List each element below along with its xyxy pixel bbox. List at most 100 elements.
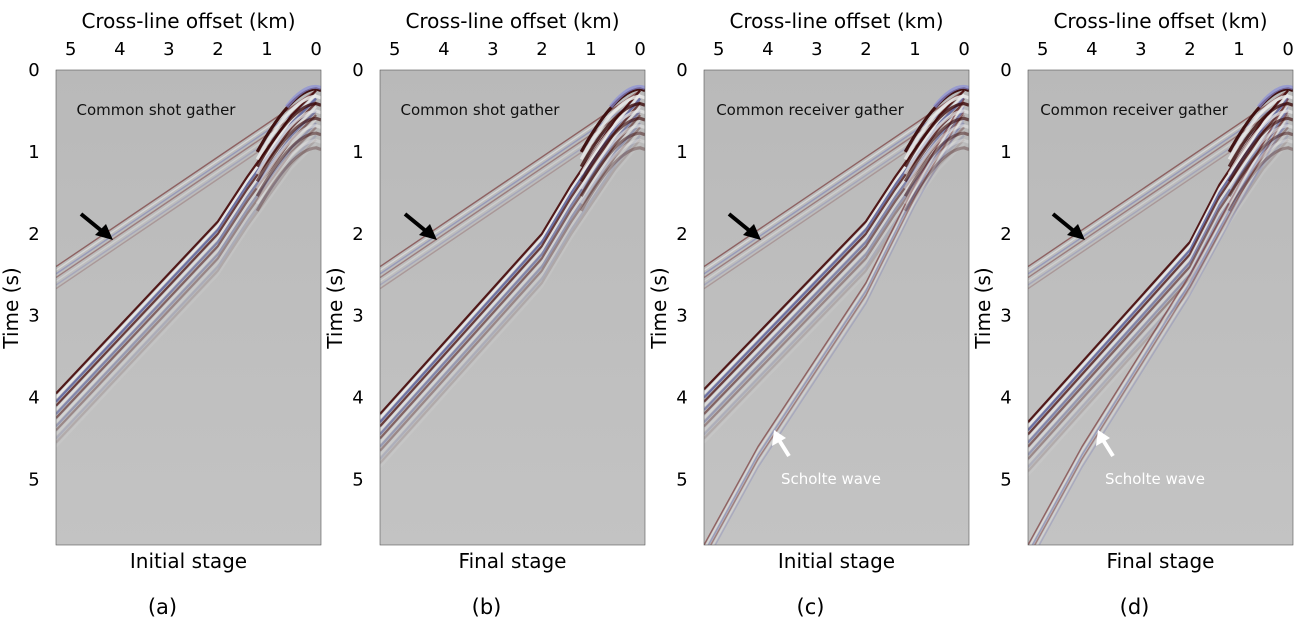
apex-wavelet (579, 116, 645, 183)
refracted-arrival-wavelet (704, 106, 965, 407)
y-tick-label: 1 (352, 142, 363, 163)
x-tick-label: 0 (1282, 39, 1293, 60)
refracted-arrival-wavelet (56, 118, 317, 423)
scholte-wave-event-wavelet (1031, 106, 1289, 545)
refracted-arrival-wavelet (704, 130, 965, 432)
wavefield (380, 85, 645, 468)
refracted-arrival-wavelet (56, 89, 317, 395)
direct-arrival-wavelet (1028, 89, 1289, 268)
y-tick-label: 4 (352, 388, 363, 409)
apex-wavelet (1227, 116, 1293, 183)
apex-wavelet (255, 101, 321, 168)
x-tick-label: 1 (1233, 39, 1244, 60)
plot-frame (1027, 69, 1294, 546)
x-tick-label: 2 (1184, 39, 1195, 60)
y-tick-label: 5 (676, 469, 687, 490)
apex-wavelet (903, 124, 969, 190)
wavefield (56, 85, 321, 448)
panel-d: 5 4 3 2 1 0 Cross-line offset (km) 0 1 2 3 4 5 Time (… (971, 9, 1294, 619)
near-offset-energy (1227, 85, 1293, 212)
y-tick-label: 2 (352, 224, 363, 245)
refracted-arrival-wavelet (704, 142, 965, 444)
y-tick-label: 4 (28, 388, 39, 409)
scholte-wave-event-wavelet (1029, 102, 1289, 545)
y-tick-label: 5 (28, 469, 39, 490)
x-tick-label: 0 (634, 39, 645, 60)
gather-annotation: Common shot gather (401, 101, 561, 119)
panel-label: (b) (472, 595, 502, 619)
refracted-arrival-wavelet (56, 126, 317, 432)
apex-wavelet (903, 116, 969, 183)
scholte-wave-event-wavelet (704, 98, 965, 545)
direct-arrival-wavelet (704, 93, 965, 271)
x-tick-label: 3 (487, 39, 498, 60)
apex-wavelet (903, 146, 969, 212)
direct-arrival-wavelet (56, 93, 317, 271)
apex-halo (933, 85, 969, 109)
x-tick-label: 4 (762, 39, 773, 60)
y-tick-label: 3 (676, 306, 687, 327)
scholte-wave-event-wavelet (1036, 114, 1289, 545)
direct-arrival-wavelet (704, 108, 965, 286)
gather-annotation: Common shot gather (77, 101, 237, 119)
refracted-arrival-wavelet (1028, 93, 1289, 428)
scholte-arrow-shaft (1101, 438, 1115, 458)
apex-wavelet (579, 124, 645, 190)
refracted-arrival-wavelet (704, 89, 965, 391)
x-axis-title: Cross-line offset (km) (405, 9, 619, 33)
refracted-arrival-wavelet (380, 126, 641, 452)
y-tick-label: 0 (28, 60, 39, 81)
gather-annotation: Common receiver gather (1040, 101, 1228, 119)
plot-frame (55, 69, 322, 546)
event-arrow-shaft (403, 212, 429, 234)
near-offset-energy (579, 85, 645, 212)
refracted-arrival-wavelet (1028, 118, 1289, 452)
gather-annotation: Common receiver gather (716, 101, 904, 119)
apex-wavelet (903, 101, 969, 168)
refracted-arrival-wavelet (56, 122, 317, 428)
stage-label: Final stage (1107, 549, 1215, 573)
refracted-arrival-wavelet (704, 97, 965, 399)
direct-arrival-wavelet (704, 89, 965, 268)
x-axis-title: Cross-line offset (km) (729, 9, 943, 33)
plot-frame (379, 69, 646, 546)
refracted-arrival (380, 89, 641, 468)
apex-wavelet (255, 138, 321, 205)
refracted-arrival-wavelet (380, 134, 641, 460)
y-axis-title: Time (s) (323, 267, 347, 349)
scholte-wave-event (1028, 98, 1289, 545)
y-tick-label: 4 (676, 388, 687, 409)
x-tick-label: 2 (860, 39, 871, 60)
apex-wavelet (255, 116, 321, 183)
scholte-wave-event-wavelet (1028, 98, 1289, 545)
event-arrow-head (743, 224, 761, 240)
x-tick-label: 2 (536, 39, 547, 60)
refracted-arrival-wavelet (1028, 138, 1289, 473)
apex-wavelet (1227, 131, 1293, 197)
event-arrow-head (95, 224, 113, 240)
refracted-arrival-wavelet (380, 138, 641, 464)
apex-wavelet (903, 131, 969, 197)
refracted-arrival-wavelet (380, 130, 641, 456)
scholte-annotation: Scholte wave (781, 470, 881, 488)
panel-label: (a) (148, 595, 177, 619)
x-tick-label: 5 (65, 39, 76, 60)
event-arrow-shaft (727, 212, 753, 234)
direct-arrival (704, 89, 965, 290)
y-tick-label: 1 (1000, 142, 1011, 163)
x-tick-label: 1 (261, 39, 272, 60)
y-tick-label: 3 (352, 306, 363, 327)
x-axis-title: Cross-line offset (km) (1053, 9, 1267, 33)
x-tick-label: 4 (1086, 39, 1097, 60)
apex-wavelet (903, 109, 969, 175)
y-tick-label: 3 (1000, 306, 1011, 327)
scholte-annotation: Scholte wave (1105, 470, 1205, 488)
direct-arrival-wavelet (1028, 100, 1289, 279)
event-arrow-head (1067, 224, 1085, 240)
refracted-arrival-wavelet (1028, 122, 1289, 456)
x-tick-label: 4 (114, 39, 125, 60)
direct-arrival-wavelet (1028, 93, 1289, 271)
stage-label: Initial stage (130, 549, 247, 573)
apex-halo (285, 85, 321, 109)
